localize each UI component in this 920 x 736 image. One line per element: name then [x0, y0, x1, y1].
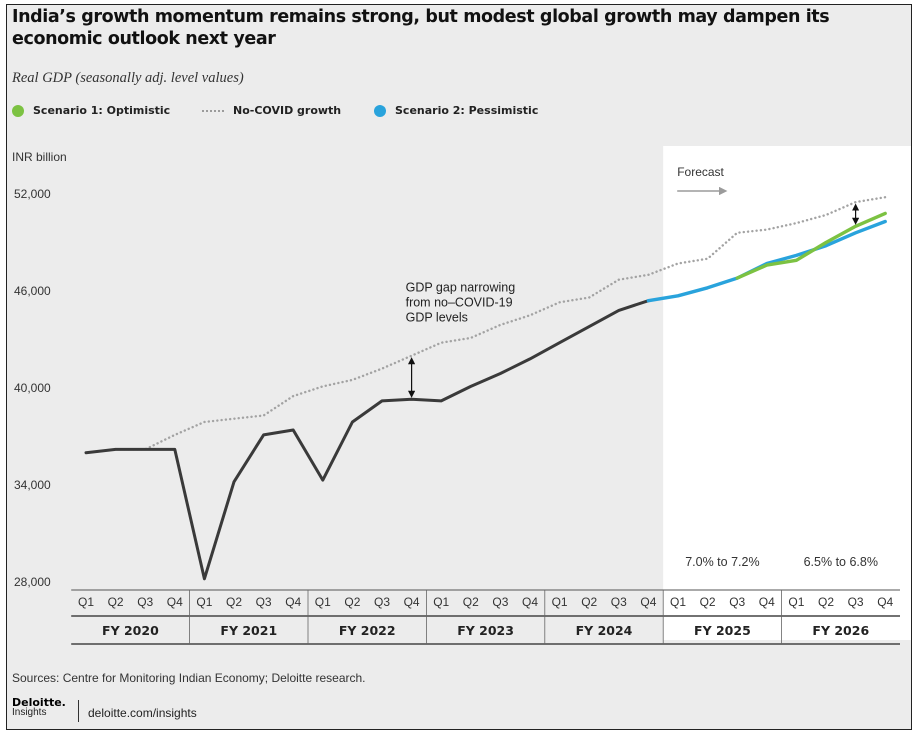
x-tick-label: Q4 [285, 595, 301, 609]
x-tick-label: Q2 [700, 595, 716, 609]
x-tick-label: Q3 [137, 595, 153, 609]
legend-swatch-scenario1 [12, 104, 24, 117]
x-tick-label: Q4 [404, 595, 420, 609]
y-tick-label: 34,000 [14, 478, 51, 492]
legend-label-scenario1: Scenario 1: Optimistic [33, 104, 171, 117]
series-line-scenario1 [735, 211, 887, 280]
logo-sub: Insights [12, 707, 47, 718]
fiscal-year-label: FY 2026 [812, 623, 869, 638]
x-tick-label: Q1 [788, 595, 804, 609]
x-tick-label: Q2 [581, 595, 597, 609]
source-note: Sources: Centre for Monitoring Indian Ec… [12, 671, 366, 685]
logo-divider [78, 700, 79, 722]
legend-swatch-nocovid [202, 109, 224, 112]
x-tick-label: Q1 [78, 595, 94, 609]
x-tick-label: Q4 [522, 595, 538, 609]
gap-annotation-line: GDP levels [406, 311, 468, 325]
x-tick-label: Q1 [433, 595, 449, 609]
legend-label-nocovid: No-COVID growth [233, 104, 342, 117]
y-axis-unit: INR billion [12, 150, 67, 164]
fiscal-year-label: FY 2024 [576, 623, 633, 638]
x-tick-label: Q3 [256, 595, 272, 609]
x-tick-label: Q3 [492, 595, 508, 609]
x-tick-label: Q4 [759, 595, 775, 609]
x-tick-label: Q3 [374, 595, 390, 609]
x-tick-label: Q2 [226, 595, 242, 609]
x-tick-label: Q1 [552, 595, 568, 609]
gap-annotation-line: from no–COVID-19 [406, 296, 513, 310]
gap-annotation-line: GDP gap narrowing [406, 281, 516, 295]
x-tick-label: Q3 [729, 595, 745, 609]
fiscal-year-label: FY 2023 [457, 623, 514, 638]
x-tick-label: Q4 [640, 595, 656, 609]
growth-range-label: 6.5% to 6.8% [804, 555, 878, 569]
chart-subtitle: Real GDP (seasonally adj. level values) [12, 70, 244, 86]
forecast-label: Forecast [677, 165, 724, 179]
x-tick-label: Q3 [848, 595, 864, 609]
chart-title: India’s growth momentum remains strong, … [12, 7, 830, 49]
site-link: deloitte.com/insights [88, 706, 197, 720]
series-line-actual [84, 299, 650, 581]
logo-brand: Deloitte. [12, 696, 66, 709]
x-tick-label: Q4 [167, 595, 183, 609]
deloitte-logo: Deloitte. Insights [12, 696, 66, 718]
x-tick-label: Q1 [196, 595, 212, 609]
x-tick-label: Q2 [463, 595, 479, 609]
x-tick-label: Q2 [344, 595, 360, 609]
legend-item-scenario2: Scenario 2: Pessimistic [374, 104, 538, 117]
x-tick-label: Q3 [611, 595, 627, 609]
x-tick-label: Q4 [877, 595, 893, 609]
legend-swatch-scenario2 [374, 104, 386, 117]
growth-range-label: 7.0% to 7.2% [685, 555, 759, 569]
y-tick-label: 46,000 [14, 284, 51, 298]
fiscal-year-label: FY 2020 [102, 623, 159, 638]
y-tick-label: 40,000 [14, 381, 51, 395]
legend-item-nocovid: No-COVID growth [202, 104, 341, 117]
x-tick-label: Q1 [670, 595, 686, 609]
y-tick-label: 28,000 [14, 575, 51, 589]
fiscal-year-label: FY 2025 [694, 623, 751, 638]
y-tick-label: 52,000 [14, 187, 51, 201]
series-line-nocovid [84, 196, 887, 454]
legend-label-scenario2: Scenario 2: Pessimistic [395, 104, 539, 117]
x-tick-label: Q2 [818, 595, 834, 609]
x-tick-label: Q2 [108, 595, 124, 609]
fiscal-year-label: FY 2021 [220, 623, 277, 638]
x-tick-label: Q1 [315, 595, 331, 609]
fiscal-year-label: FY 2022 [339, 623, 396, 638]
legend-item-scenario1: Scenario 1: Optimistic [12, 104, 170, 117]
